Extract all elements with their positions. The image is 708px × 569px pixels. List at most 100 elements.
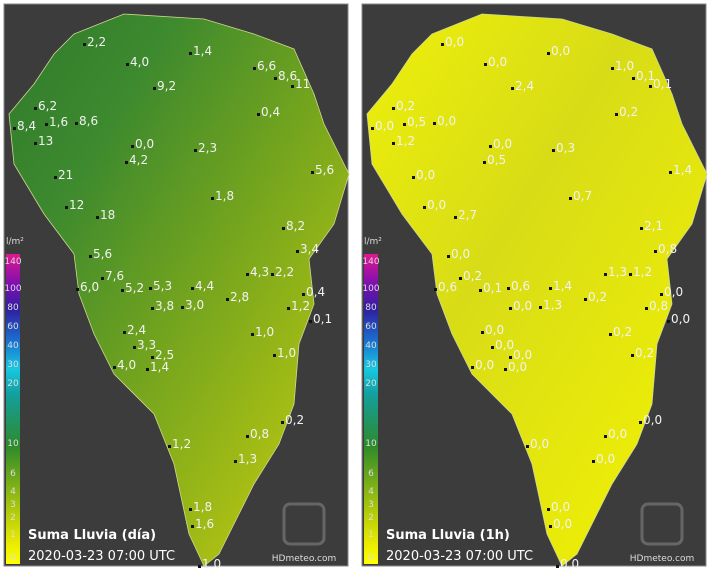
legend-label: 100 <box>362 284 379 294</box>
station-dot <box>549 287 552 290</box>
station-dot <box>281 421 284 424</box>
legend-label: 6 <box>10 469 16 479</box>
station-value: 1,0 <box>255 325 274 339</box>
station-dot <box>507 287 510 290</box>
legend-label: 0 <box>368 553 374 563</box>
station-dot <box>489 145 492 148</box>
station-value: 2,5 <box>155 348 174 362</box>
station-dot <box>584 298 587 301</box>
watermark: HDmeteo.com <box>272 554 337 564</box>
station-dot <box>433 122 436 125</box>
station-value: 5,2 <box>125 281 144 295</box>
station-dot <box>151 307 154 310</box>
station-dot <box>556 565 559 568</box>
station-value: 2,4 <box>127 323 146 337</box>
station-dot <box>75 122 78 125</box>
station-dot <box>34 142 37 145</box>
station-dot <box>246 273 249 276</box>
station-dot <box>484 63 487 66</box>
legend-label: 1 <box>368 530 374 540</box>
station-dot <box>146 368 149 371</box>
station-dot <box>257 113 260 116</box>
map-title: Suma Lluvia (1h) <box>386 528 510 543</box>
station-value: 0,0 <box>560 557 579 569</box>
legend-label: 140 <box>362 257 379 267</box>
station-value: 0,0 <box>493 137 512 151</box>
station-dot <box>479 289 482 292</box>
station-dot <box>291 85 294 88</box>
station-dot <box>645 307 648 310</box>
legend-label: 4 <box>368 487 374 497</box>
station-dot <box>604 435 607 438</box>
station-value: 1,3 <box>543 298 562 312</box>
station-dot <box>126 63 129 66</box>
station-dot <box>151 356 154 359</box>
legend-bar <box>364 254 378 564</box>
station-value: 1,6 <box>195 517 214 531</box>
station-dot <box>311 171 314 174</box>
station-value: 0,8 <box>658 242 677 256</box>
station-value: 0,0 <box>427 198 446 212</box>
station-value: 8,4 <box>17 119 36 133</box>
station-value: 0,0 <box>671 312 690 326</box>
station-value: 0,1 <box>636 69 655 83</box>
station-value: 1,0 <box>202 557 221 569</box>
station-dot <box>131 145 134 148</box>
map-timestamp: 2020-03-23 07:00 UTC <box>28 549 175 564</box>
station-value: 1,4 <box>673 163 692 177</box>
station-value: 4,4 <box>195 279 214 293</box>
station-dot <box>271 273 274 276</box>
station-value: 6,6 <box>257 59 276 73</box>
station-value: 0,0 <box>508 360 527 374</box>
legend-label: 60 <box>7 322 19 332</box>
legend-label: 1 <box>10 530 16 540</box>
station-value: 2,1 <box>644 219 663 233</box>
station-value: 1,0 <box>277 346 296 360</box>
legend-unit: l/m² <box>6 237 24 247</box>
station-dot <box>153 87 156 90</box>
station-dot <box>509 356 512 359</box>
legend-label: 20 <box>365 379 377 389</box>
station-value: 2,3 <box>198 141 217 155</box>
station-value: 0,0 <box>445 35 464 49</box>
station-dot <box>76 288 79 291</box>
station-value: 0,0 <box>553 517 572 531</box>
station-dot <box>194 149 197 152</box>
station-dot <box>669 171 672 174</box>
station-value: 0,1 <box>653 77 672 91</box>
station-dot <box>481 331 484 334</box>
station-dot <box>191 287 194 290</box>
station-dot <box>434 288 437 291</box>
logo <box>282 502 326 546</box>
station-value: 0,0 <box>485 323 504 337</box>
station-dot <box>569 197 572 200</box>
station-dot <box>392 107 395 110</box>
station-value: 0,0 <box>513 348 532 362</box>
station-dot <box>83 43 86 46</box>
station-value: 0,7 <box>573 189 592 203</box>
legend-label: 30 <box>7 360 19 370</box>
station-dot <box>629 273 632 276</box>
station-dot <box>547 508 550 511</box>
legend-label: 80 <box>7 303 19 313</box>
station-value: 0,0 <box>437 114 456 128</box>
station-value: 4,3 <box>250 265 269 279</box>
legend-label: 60 <box>365 322 377 332</box>
legend-label: 140 <box>4 257 21 267</box>
station-value: 0,5 <box>487 153 506 167</box>
station-value: 7,6 <box>105 269 124 283</box>
legend-label: 40 <box>365 341 377 351</box>
station-dot <box>253 67 256 70</box>
map-panel: l/m²1401008060403020106432100,00,00,01,0… <box>361 3 708 569</box>
station-dot <box>234 460 237 463</box>
station-dot <box>181 306 184 309</box>
station-value: 0,6 <box>511 279 530 293</box>
station-value: 1,4 <box>193 44 212 58</box>
station-dot <box>101 277 104 280</box>
station-dot <box>441 43 444 46</box>
station-dot <box>632 77 635 80</box>
station-dot <box>89 255 92 258</box>
station-dot <box>592 460 595 463</box>
station-value: 2,8 <box>230 290 249 304</box>
